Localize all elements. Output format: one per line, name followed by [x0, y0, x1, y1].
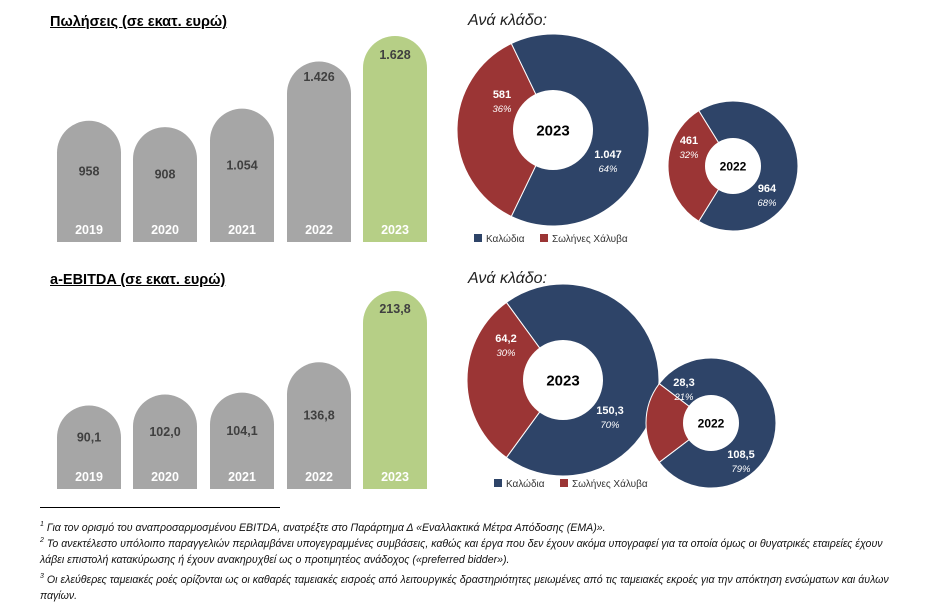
sales-segment-title: Ανά κλάδο: [468, 12, 547, 29]
donut-sales-2023-slice-steel-pipes [456, 42, 554, 218]
bar-ebitda-2021 [210, 392, 274, 489]
sales-title: Πωλήσεις (σε εκατ. ευρώ) [50, 14, 227, 30]
legend-sales-swatch-cables [474, 234, 482, 242]
donut-ebitda-2022-slice-steel-pipes [645, 382, 712, 464]
bar-category-label-sales-0: 2019 [75, 223, 103, 237]
footnote-2: 2 Το ανεκτέλεστο υπόλοιπο παραγγελιών περ… [40, 537, 883, 566]
donut-ebitda-2022-pct-label-0: 79% [731, 464, 751, 475]
donut-sales-2023-hole [513, 90, 593, 170]
legend-ebitda-label-steel-pipes: Σωλήνες Χάλυβα [572, 478, 648, 490]
donut-ebitda-2022-hole [683, 395, 739, 451]
donut-sales-2023-pct-label-1: 36% [492, 104, 512, 115]
bar-category-label-ebitda-2: 2021 [228, 470, 256, 484]
bar-sales-2020 [133, 127, 197, 242]
donut-sales-2023-center-label: 2023 [536, 122, 569, 139]
bar-sales-2021 [210, 108, 274, 242]
donut-sales-2022-value-label-1: 461 [680, 135, 698, 147]
donut-ebitda-2023-pct-label-0: 70% [600, 420, 620, 431]
legend-sales-label-cables: Καλώδια [486, 233, 525, 245]
footnote-divider [40, 507, 280, 508]
bar-value-label-ebitda-1: 102,0 [149, 425, 180, 439]
bar-value-label-ebitda-3: 136,8 [303, 409, 334, 423]
bar-ebitda-2019 [57, 405, 121, 489]
legend-sales-swatch-steel-pipes [540, 234, 548, 242]
bar-value-label-ebitda-4: 213,8 [379, 302, 410, 316]
bar-value-label-ebitda-0: 90,1 [77, 430, 101, 444]
bar-category-label-ebitda-4: 2023 [381, 470, 409, 484]
bar-category-label-ebitda-0: 2019 [75, 470, 103, 484]
ebitda-segment-title: Ανά κλάδο: [468, 270, 547, 287]
donut-sales-2023-value-label-1: 581 [493, 89, 511, 101]
footnote-3: 3 Οι ελεύθερες ταμειακές ροές ορίζονται ω… [40, 573, 889, 602]
bar-value-label-sales-3: 1.426 [303, 70, 334, 84]
bar-category-label-sales-4: 2023 [381, 223, 409, 237]
bar-category-label-sales-2: 2021 [228, 223, 256, 237]
donut-sales-2023-value-label-0: 1.047 [594, 149, 622, 161]
donut-ebitda-2023-center-label: 2023 [546, 372, 579, 389]
bar-value-label-sales-1: 908 [155, 168, 176, 182]
bar-sales-2019 [57, 120, 121, 242]
bar-category-label-sales-1: 2020 [151, 223, 179, 237]
donut-sales-2023-pct-label-0: 64% [598, 164, 618, 175]
bar-sales-2022 [287, 61, 351, 242]
legend-sales-label-steel-pipes: Σωλήνες Χάλυβα [552, 233, 628, 245]
donut-sales-2022-value-label-0: 964 [758, 183, 777, 195]
donut-ebitda-2023-pct-label-1: 30% [496, 348, 516, 359]
donut-ebitda-2023-value-label-1: 64,2 [495, 333, 516, 345]
bar-category-label-ebitda-3: 2022 [305, 470, 333, 484]
bar-category-label-sales-3: 2022 [305, 223, 333, 237]
donut-sales-2022-center-label: 2022 [720, 159, 747, 173]
donut-ebitda-2023-slice-steel-pipes [466, 301, 564, 459]
bar-ebitda-2022 [287, 362, 351, 489]
donut-sales-2022-slice-steel-pipes [667, 110, 734, 222]
donut-sales-2022-pct-label-0: 68% [757, 198, 777, 209]
bar-ebitda-2020 [133, 394, 197, 489]
donut-ebitda-2022-pct-label-1: 21% [673, 392, 694, 403]
donut-ebitda-2022-center-label: 2022 [698, 416, 725, 430]
donut-ebitda-2023-value-label-0: 150,3 [596, 405, 624, 417]
bar-category-label-ebitda-1: 2020 [151, 470, 179, 484]
legend-ebitda-swatch-cables [494, 479, 502, 487]
donut-sales-2022-pct-label-1: 32% [679, 150, 699, 161]
donut-sales-2022-hole [705, 138, 761, 194]
legend-ebitda-label-cables: Καλώδια [506, 478, 545, 490]
bar-value-label-sales-0: 958 [79, 164, 100, 178]
ebitda-title: a-EBITDA (σε εκατ. ευρώ) [50, 272, 226, 288]
bar-value-label-sales-4: 1.628 [379, 48, 410, 62]
bar-sales-2023 [363, 36, 427, 242]
donut-ebitda-2022-value-label-0: 108,5 [727, 449, 755, 461]
footnote-1: 1 Για τον ορισμό του αναπροσαρμοσμένου EB… [40, 521, 606, 534]
bar-value-label-sales-2: 1.054 [226, 158, 257, 172]
bar-value-label-ebitda-2: 104,1 [226, 424, 257, 438]
donut-ebitda-2022-value-label-1: 28,3 [673, 377, 694, 389]
legend-ebitda-swatch-steel-pipes [560, 479, 568, 487]
bar-ebitda-2023 [363, 291, 427, 489]
donut-ebitda-2023-hole [523, 340, 603, 420]
